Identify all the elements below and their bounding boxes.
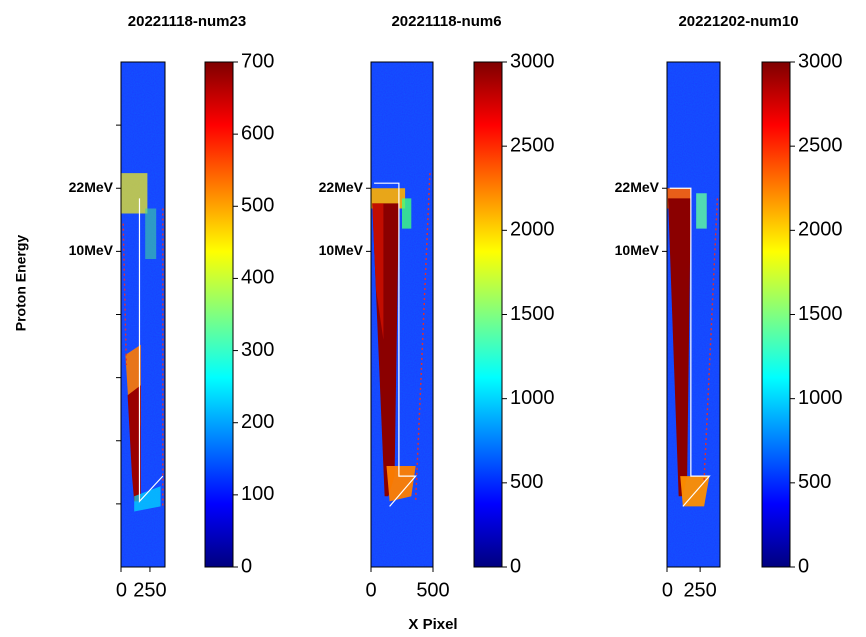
- panel: 20221118-num6 0 500 22MeV 10MeV 0 500 1000 1500 2…: [319, 13, 555, 601]
- y-tick-label: 10MeV: [615, 242, 660, 258]
- colorbar-tick-label: 1500: [510, 303, 555, 325]
- overlay-dotted: [122, 223, 128, 366]
- panel-title: 20221202-num10: [678, 13, 798, 30]
- x-axis-label: X Pixel: [408, 616, 457, 633]
- colorbar-tick-label: 3000: [510, 50, 555, 72]
- colorbar-tick-label: 3000: [798, 50, 843, 72]
- image-region: [134, 486, 161, 512]
- image-region: [145, 208, 157, 259]
- panel: 20221202-num10 0 250 22MeV 10MeV 0 500 1000 1500…: [615, 13, 843, 601]
- x-tick-label: 0: [365, 579, 376, 601]
- colorbar: [761, 61, 791, 568]
- image-frame: [370, 61, 434, 568]
- panel-title: 20221118-num23: [128, 13, 246, 30]
- image-noise: [121, 62, 165, 567]
- colorbar-tick-label: 1500: [798, 303, 843, 325]
- colorbar: [473, 61, 503, 568]
- image-region: [386, 466, 416, 502]
- colorbar-tick-label: 2500: [798, 134, 843, 156]
- panel-title: 20221118-num6: [391, 13, 501, 30]
- image-region: [696, 193, 707, 229]
- colorbar-tick-label: 500: [241, 195, 274, 217]
- colorbar-tick-label: 100: [241, 483, 274, 505]
- colorbar-tick-label: 1000: [510, 387, 555, 409]
- overlay-outline: [669, 187, 711, 507]
- colorbar-tick-label: 300: [241, 339, 274, 361]
- colorbar-tick-label: 2000: [798, 219, 843, 241]
- image-region: [402, 198, 412, 229]
- overlay-dotted: [703, 198, 719, 482]
- colorbar-tick-label: 1000: [798, 387, 843, 409]
- y-axis-label: Proton Energy: [13, 235, 29, 332]
- image-region: [668, 198, 691, 497]
- y-tick-label: 10MeV: [319, 242, 364, 258]
- y-tick-label: 22MeV: [319, 179, 364, 195]
- image-region: [372, 203, 384, 340]
- image-region: [121, 173, 148, 214]
- colorbar: [204, 61, 234, 568]
- x-tick-label: 0: [662, 579, 673, 601]
- y-tick-label: 10MeV: [69, 242, 114, 258]
- x-tick-label: 250: [133, 579, 166, 601]
- image-region: [127, 385, 141, 502]
- colorbar-tick-label: 400: [241, 267, 274, 289]
- colorbar-tick-label: 200: [241, 411, 274, 433]
- colorbar-tick-label: 0: [241, 555, 252, 577]
- colorbar-tick-label: 600: [241, 122, 274, 144]
- image-frame: [666, 61, 721, 568]
- y-tick-label: 22MeV: [69, 179, 114, 195]
- colorbar-tick-label: 2000: [510, 219, 555, 241]
- colorbar-tick-label: 0: [798, 555, 809, 577]
- colorbar-tick-label: 0: [510, 555, 521, 577]
- x-tick-label: 250: [683, 579, 716, 601]
- colorbar-tick-label: 500: [510, 471, 543, 493]
- x-tick-label: 500: [416, 579, 449, 601]
- colorbar-tick-label: 700: [241, 50, 274, 72]
- colorbar-tick-label: 2500: [510, 134, 555, 156]
- colorbar-tick-label: 500: [798, 471, 831, 493]
- overlay-outline: [374, 182, 417, 507]
- x-tick-label: 0: [116, 579, 127, 601]
- panel: 20221118-num23 0 250 22MeV 10MeV 0 100 200 300 40…: [69, 13, 275, 601]
- y-tick-label: 22MeV: [615, 179, 660, 195]
- overlay-outline: [138, 198, 164, 503]
